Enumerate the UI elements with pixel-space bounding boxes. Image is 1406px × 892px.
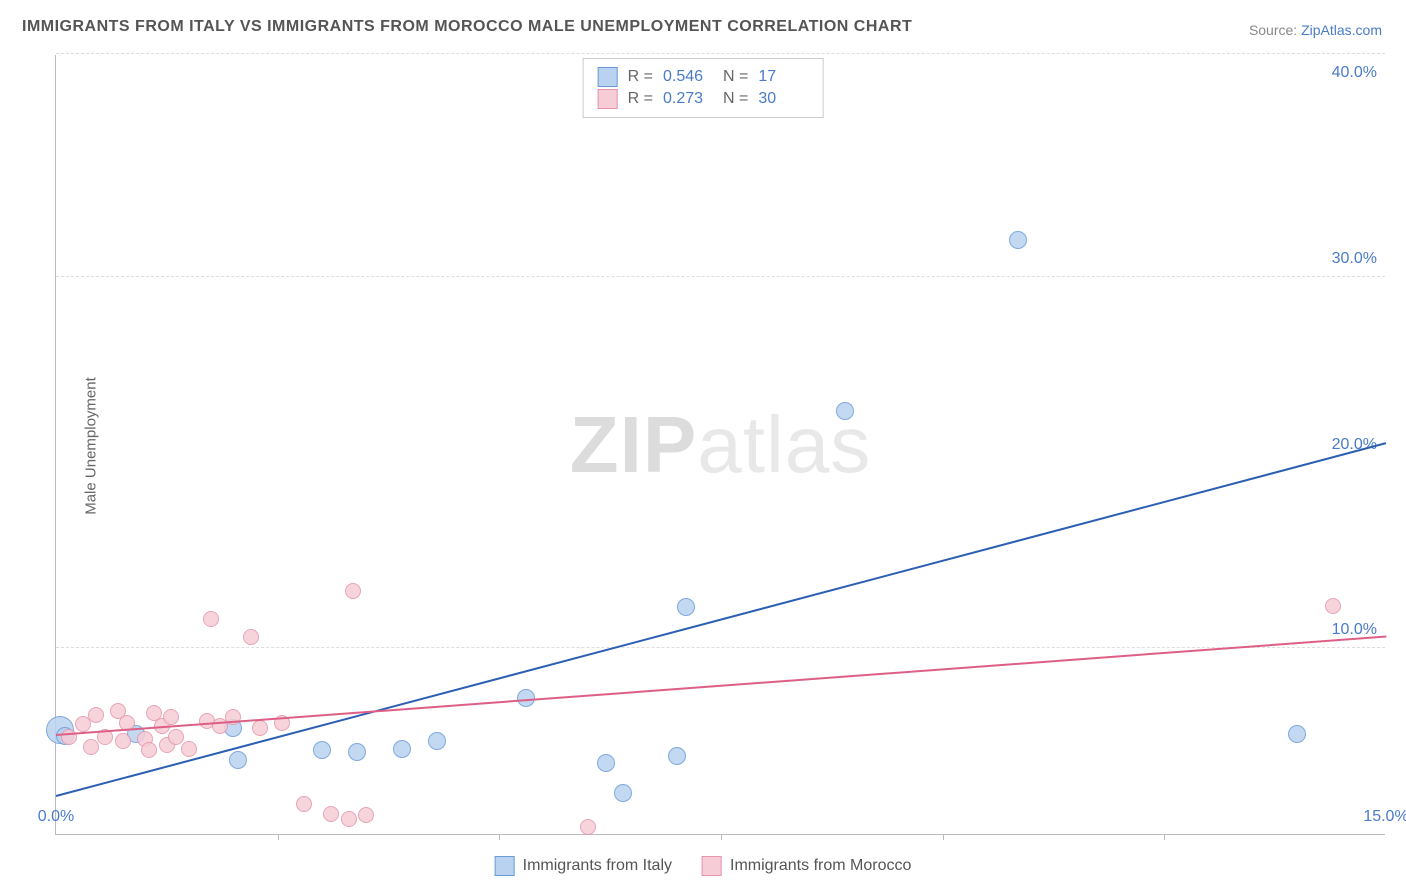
data-point — [428, 732, 446, 750]
legend-swatch — [598, 89, 618, 109]
r-value: 0.273 — [663, 90, 713, 108]
legend-swatch — [702, 856, 722, 876]
chart-title: IMMIGRANTS FROM ITALY VS IMMIGRANTS FROM… — [22, 18, 912, 36]
r-label: R = — [628, 68, 653, 86]
data-point — [345, 583, 361, 599]
data-point — [341, 811, 357, 827]
data-point — [348, 743, 366, 761]
legend-stat-row: R = 0.546 N = 17 — [598, 67, 809, 87]
data-point — [1009, 231, 1027, 249]
data-point — [668, 747, 686, 765]
data-point — [614, 784, 632, 802]
data-point — [252, 720, 268, 736]
data-point — [115, 733, 131, 749]
x-tick-label: 15.0% — [1363, 808, 1406, 826]
data-point — [677, 598, 695, 616]
legend-series-label: Immigrants from Morocco — [730, 857, 911, 875]
legend-swatch — [495, 856, 515, 876]
source-label: Source: — [1249, 22, 1301, 38]
data-point — [597, 754, 615, 772]
data-point — [163, 709, 179, 725]
x-tick-mark — [499, 834, 500, 840]
gridline — [56, 53, 1385, 54]
x-tick-mark — [943, 834, 944, 840]
data-point — [88, 707, 104, 723]
n-label: N = — [723, 68, 748, 86]
legend-series-item: Immigrants from Morocco — [702, 856, 911, 876]
x-tick-mark — [1164, 834, 1165, 840]
n-label: N = — [723, 90, 748, 108]
data-point — [296, 796, 312, 812]
r-value: 0.546 — [663, 68, 713, 86]
r-label: R = — [628, 90, 653, 108]
x-tick-label: 0.0% — [38, 808, 74, 826]
source-link[interactable]: ZipAtlas.com — [1301, 22, 1382, 38]
y-tick-label: 30.0% — [1332, 250, 1377, 268]
x-tick-mark — [278, 834, 279, 840]
trend-line — [56, 442, 1387, 797]
data-point — [580, 819, 596, 835]
legend-swatch — [598, 67, 618, 87]
source-attribution: Source: ZipAtlas.com — [1249, 22, 1382, 38]
data-point — [243, 629, 259, 645]
n-value: 30 — [758, 90, 808, 108]
x-tick-mark — [721, 834, 722, 840]
data-point — [1325, 598, 1341, 614]
trend-line — [56, 635, 1386, 735]
data-point — [168, 729, 184, 745]
data-point — [181, 741, 197, 757]
data-point — [229, 751, 247, 769]
gridline — [56, 647, 1385, 648]
legend-stat-row: R = 0.273 N = 30 — [598, 89, 809, 109]
data-point — [203, 611, 219, 627]
watermark: ZIPatlas — [570, 399, 871, 491]
data-point — [323, 806, 339, 822]
data-point — [141, 742, 157, 758]
data-point — [836, 402, 854, 420]
data-point — [358, 807, 374, 823]
gridline — [56, 276, 1385, 277]
legend-series-label: Immigrants from Italy — [523, 857, 672, 875]
legend-series: Immigrants from Italy Immigrants from Mor… — [495, 856, 912, 876]
data-point — [393, 740, 411, 758]
data-point — [313, 741, 331, 759]
n-value: 17 — [758, 68, 808, 86]
y-tick-label: 40.0% — [1332, 64, 1377, 82]
legend-stats: R = 0.546 N = 17 R = 0.273 N = 30 — [583, 58, 824, 118]
legend-series-item: Immigrants from Italy — [495, 856, 672, 876]
data-point — [1288, 725, 1306, 743]
plot-area: ZIPatlas 10.0%20.0%30.0%40.0%0.0%15.0% — [55, 55, 1385, 835]
